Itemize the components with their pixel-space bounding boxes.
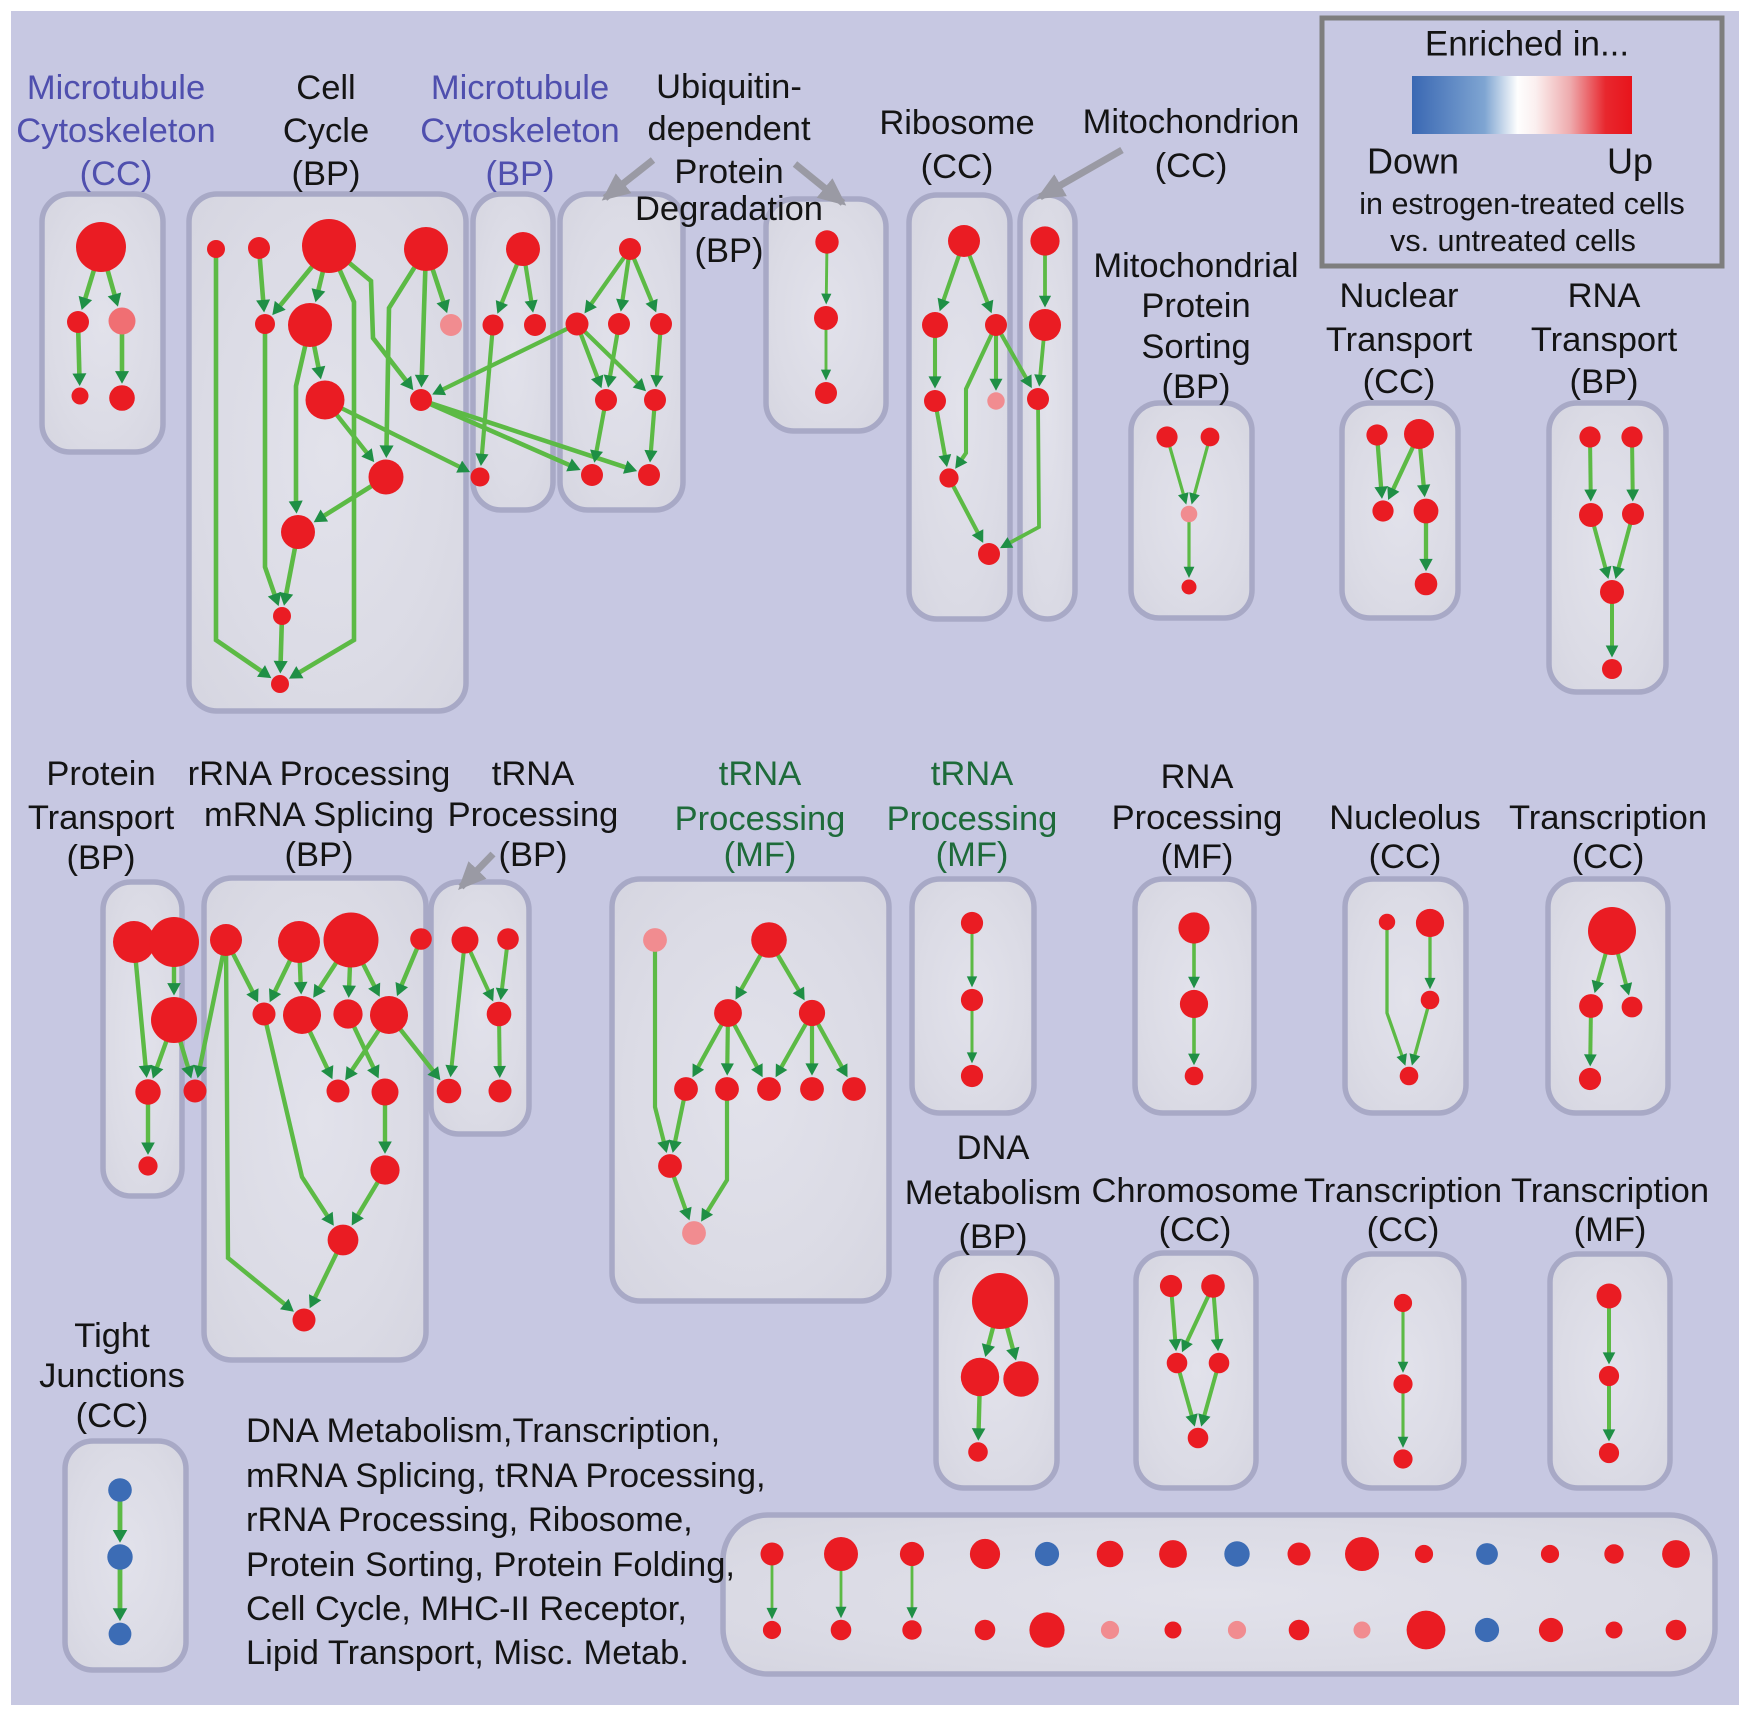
svg-text:mRNA Splicing: mRNA Splicing	[204, 796, 434, 834]
svg-text:Protein: Protein	[1141, 287, 1250, 325]
svg-text:Lipid Transport, Misc. Metab.: Lipid Transport, Misc. Metab.	[246, 1634, 689, 1672]
svg-text:Sorting: Sorting	[1141, 328, 1250, 366]
svg-text:(MF): (MF)	[1161, 838, 1234, 876]
svg-text:RNA: RNA	[1568, 277, 1641, 315]
svg-text:(CC): (CC)	[1363, 363, 1436, 401]
svg-text:rRNA Processing, Ribosome,: rRNA Processing, Ribosome,	[246, 1501, 693, 1539]
svg-text:Transcription: Transcription	[1511, 1172, 1709, 1210]
svg-text:tRNA: tRNA	[492, 755, 574, 793]
svg-text:Transcription: Transcription	[1509, 799, 1707, 837]
svg-text:(MF): (MF)	[936, 836, 1009, 874]
svg-text:(MF): (MF)	[724, 836, 797, 874]
svg-text:Cytoskeleton: Cytoskeleton	[16, 112, 215, 150]
svg-text:(CC): (CC)	[1369, 838, 1442, 876]
svg-text:Protein Sorting, Protein Foldi: Protein Sorting, Protein Folding,	[246, 1546, 735, 1584]
svg-text:Transcription: Transcription	[1304, 1172, 1502, 1210]
svg-text:Cell: Cell	[296, 69, 355, 107]
svg-text:Mitochondrion: Mitochondrion	[1083, 103, 1300, 141]
svg-text:Processing: Processing	[675, 800, 846, 838]
svg-text:DNA Metabolism,Transcription,: DNA Metabolism,Transcription,	[246, 1412, 720, 1450]
svg-text:Mitochondrial: Mitochondrial	[1093, 247, 1298, 285]
svg-text:Degradation: Degradation	[635, 190, 823, 228]
svg-text:Enriched in...: Enriched in...	[1425, 25, 1629, 64]
svg-text:mRNA Splicing, tRNA Processing: mRNA Splicing, tRNA Processing,	[246, 1457, 766, 1495]
svg-text:(CC): (CC)	[76, 1397, 149, 1435]
svg-text:Junctions: Junctions	[39, 1357, 185, 1395]
svg-text:Microtubule: Microtubule	[27, 69, 205, 107]
svg-text:Protein: Protein	[674, 153, 783, 191]
svg-text:(BP): (BP)	[959, 1218, 1028, 1256]
svg-text:(BP): (BP)	[1162, 368, 1231, 406]
svg-text:Cell Cycle, MHC-II Receptor,: Cell Cycle, MHC-II Receptor,	[246, 1590, 687, 1628]
svg-text:(BP): (BP)	[67, 839, 136, 877]
svg-text:Ubiquitin-: Ubiquitin-	[656, 68, 802, 106]
svg-text:(CC): (CC)	[1159, 1211, 1232, 1249]
svg-text:rRNA Processing: rRNA Processing	[188, 755, 451, 793]
svg-text:(BP): (BP)	[1570, 363, 1639, 401]
svg-text:Tight: Tight	[74, 1317, 150, 1355]
svg-text:dependent: dependent	[647, 110, 810, 148]
svg-text:(CC): (CC)	[80, 155, 153, 193]
svg-text:RNA: RNA	[1161, 758, 1234, 796]
svg-text:(BP): (BP)	[486, 155, 555, 193]
svg-text:(CC): (CC)	[1572, 838, 1645, 876]
svg-text:Chromosome: Chromosome	[1091, 1172, 1298, 1210]
svg-text:Nucleolus: Nucleolus	[1329, 799, 1481, 837]
svg-text:Cycle: Cycle	[283, 112, 369, 150]
svg-text:Up: Up	[1607, 141, 1653, 182]
svg-text:Microtubule: Microtubule	[431, 69, 609, 107]
svg-text:(CC): (CC)	[921, 148, 994, 186]
svg-text:(BP): (BP)	[285, 836, 354, 874]
svg-text:(BP): (BP)	[499, 836, 568, 874]
svg-text:Processing: Processing	[1112, 799, 1283, 837]
svg-text:Cytoskeleton: Cytoskeleton	[420, 112, 619, 150]
svg-text:(BP): (BP)	[292, 155, 361, 193]
svg-text:(MF): (MF)	[1574, 1211, 1647, 1249]
svg-text:(CC): (CC)	[1155, 147, 1228, 185]
svg-text:tRNA: tRNA	[719, 755, 801, 793]
svg-text:vs. untreated cells: vs. untreated cells	[1390, 224, 1636, 258]
svg-text:tRNA: tRNA	[931, 755, 1013, 793]
svg-text:Ribosome: Ribosome	[879, 104, 1034, 142]
svg-text:Down: Down	[1367, 141, 1459, 182]
svg-text:Transport: Transport	[28, 799, 175, 837]
svg-text:Nuclear: Nuclear	[1340, 277, 1459, 315]
svg-text:Processing: Processing	[448, 796, 619, 834]
svg-text:Processing: Processing	[887, 800, 1058, 838]
svg-text:Metabolism: Metabolism	[905, 1174, 1081, 1212]
svg-text:in estrogen-treated cells: in estrogen-treated cells	[1359, 187, 1685, 221]
svg-text:Transport: Transport	[1326, 321, 1473, 359]
svg-text:DNA: DNA	[957, 1129, 1030, 1167]
svg-text:(CC): (CC)	[1367, 1211, 1440, 1249]
svg-text:Protein: Protein	[46, 755, 155, 793]
svg-text:(BP): (BP)	[695, 232, 764, 270]
svg-text:Transport: Transport	[1531, 321, 1678, 359]
